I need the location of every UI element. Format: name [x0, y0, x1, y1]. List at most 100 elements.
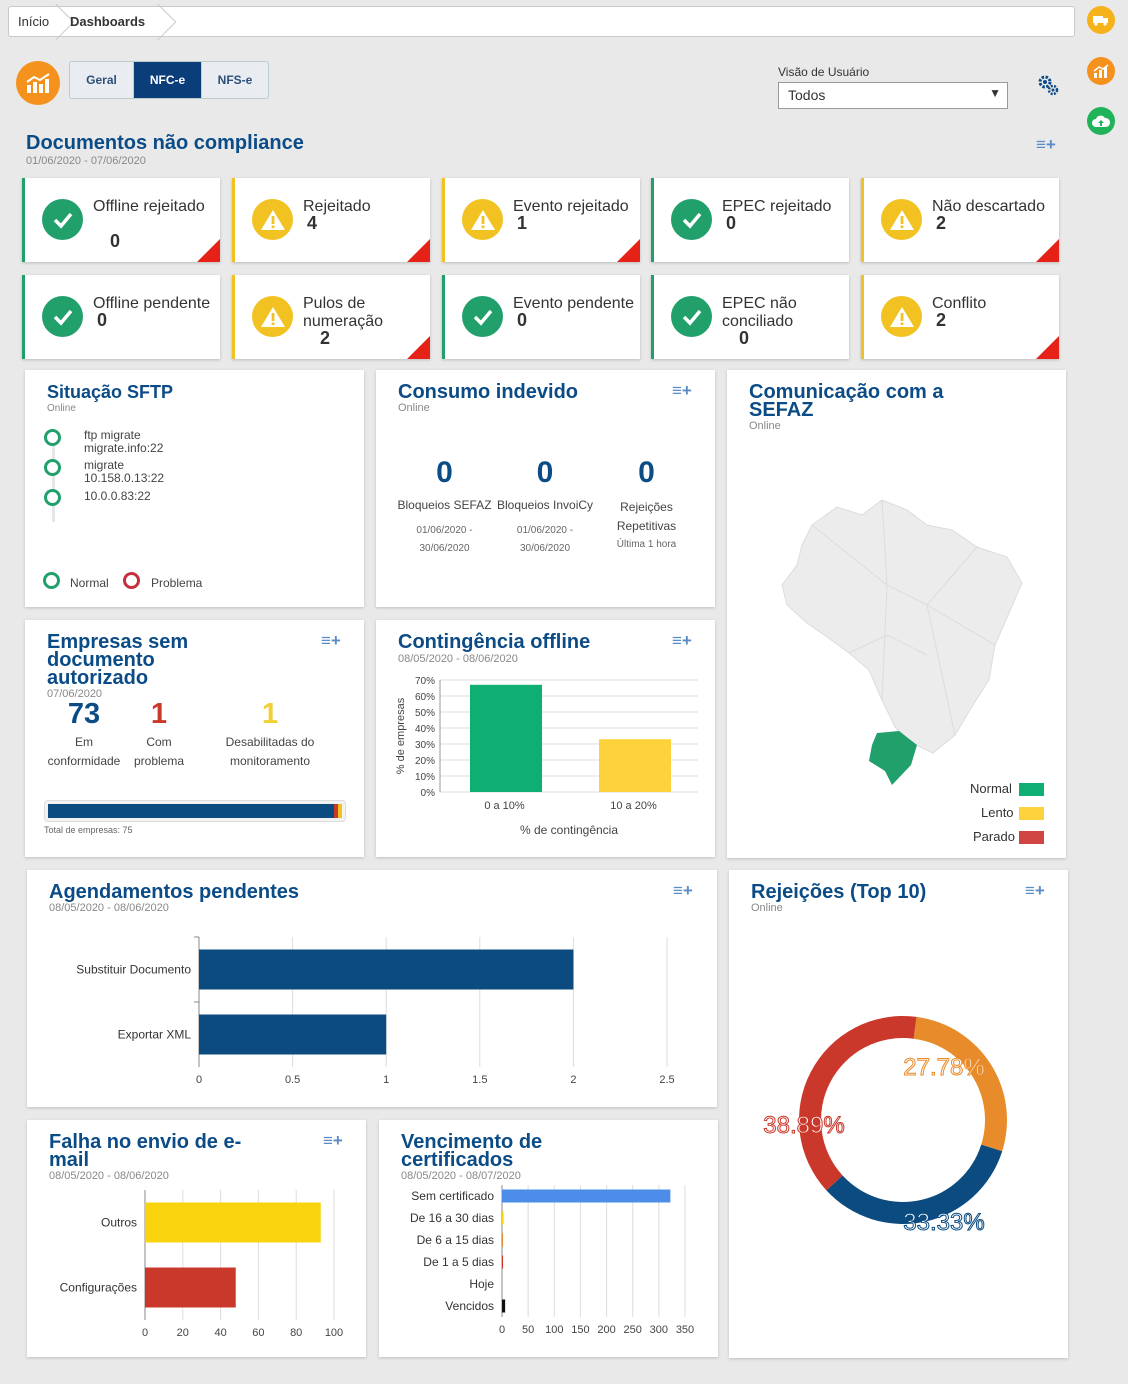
kpi-value: 4	[307, 213, 318, 233]
warning-icon	[252, 199, 293, 240]
bar	[502, 1299, 506, 1313]
sftp-status: Online	[47, 403, 76, 414]
cloud-upload-icon[interactable]	[1087, 107, 1115, 135]
stat-ok-label: conformidade	[47, 754, 121, 768]
sftp-card: Situação SFTP Online ftp migrate migrate.…	[25, 370, 364, 607]
y-tick-label: Configurações	[60, 1281, 137, 1295]
y-tick-label: Hoje	[469, 1277, 494, 1291]
kpi-label: EPEC rejeitado	[722, 198, 832, 215]
kpi-value: 2	[936, 213, 947, 233]
stat-disabled-value: 1	[261, 698, 279, 730]
vencimento-date: 08/05/2020 - 08/07/2020	[401, 1170, 521, 1182]
agendamentos-chart: 0 0.5 1 1.5 2 2.5 Substituir Documento Exportar…	[76, 936, 675, 1086]
falha-title: mail	[49, 1149, 90, 1171]
breadcrumb-current: Dashboards	[70, 14, 146, 29]
x-tick-label: 0	[142, 1327, 148, 1339]
sftp-timeline	[52, 430, 55, 522]
progress-segment-problem	[334, 804, 339, 818]
breadcrumb-home[interactable]: Início	[18, 14, 50, 29]
rejeicoes-card: Rejeições (Top 10) Online ≡+ 27.78% 33.33…	[729, 870, 1068, 1358]
sefaz-title: SEFAZ	[749, 399, 814, 421]
x-tick-label: 0 a 10%	[484, 800, 525, 812]
docs-menu-icon[interactable]: ≡+	[1036, 135, 1056, 154]
kpi-card[interactable]: Offline pendente 0	[22, 275, 220, 359]
y-tick-label: 20%	[415, 756, 435, 767]
stat-disabled-label: monitoramento	[229, 754, 311, 768]
alert-corner	[407, 336, 430, 359]
rejeicoes-menu-icon[interactable]: ≡+	[1025, 881, 1045, 900]
empresas-title: autorizado	[47, 667, 149, 689]
bar	[502, 1255, 504, 1269]
contingencia-menu-icon[interactable]: ≡+	[672, 631, 692, 650]
consumo-status: Online	[398, 402, 430, 414]
sftp-item-host: 10.158.0.13:22	[84, 471, 165, 485]
bar	[145, 1267, 236, 1308]
bar	[599, 739, 671, 792]
kpi-value: 0	[726, 213, 737, 233]
kpi-card[interactable]: Não descartado 2	[861, 178, 1059, 262]
x-tick-label: 2	[570, 1074, 576, 1086]
bar	[199, 1014, 387, 1055]
breadcrumb: Início Dashboards	[8, 3, 1075, 41]
kpi-card[interactable]: Evento rejeitado 1	[442, 178, 640, 262]
kpi-card[interactable]: EPEC rejeitado 0	[651, 178, 849, 262]
progress-segment-ok	[48, 804, 335, 818]
stat-ok-value: 73	[67, 698, 101, 730]
rejeicoes-status: Online	[751, 902, 783, 914]
kpi-card[interactable]: Rejeitado 4	[232, 178, 430, 262]
y-tick-label: 60%	[415, 692, 435, 703]
y-axis-label: % de empresas	[395, 697, 407, 774]
x-tick-label: 200	[597, 1324, 615, 1336]
legend-slow-label: Lento	[981, 805, 1014, 820]
user-view-label: Visão de Usuário	[778, 65, 870, 79]
status-normal-icon	[44, 429, 61, 446]
docs-date: 01/06/2020 - 07/06/2020	[26, 155, 146, 167]
bar	[470, 684, 542, 792]
x-tick-label: 10 a 20%	[610, 800, 657, 812]
y-tick-label: Outros	[101, 1216, 137, 1230]
tab-nfse[interactable]: NFS-e	[217, 73, 253, 87]
legend-problem-label: Problema	[151, 576, 203, 590]
user-view-select[interactable]: Todos ▼	[778, 82, 1008, 109]
donut-slice	[913, 1016, 1007, 1152]
empresas-menu-icon[interactable]: ≡+	[321, 631, 341, 650]
docs-title: Documentos não compliance	[26, 132, 304, 154]
rejeicoes-title: Rejeições (Top 10)	[751, 881, 927, 903]
x-tick-label: 0	[196, 1074, 202, 1086]
truck-icon[interactable]	[1087, 6, 1115, 34]
x-tick-label: 20	[177, 1327, 189, 1339]
consumo-date: Última 1 hora	[616, 539, 677, 550]
agendamentos-card: Agendamentos pendentes 08/05/2020 - 08/0…	[27, 870, 717, 1107]
falha-menu-icon[interactable]: ≡+	[323, 1131, 343, 1150]
tab-geral[interactable]: Geral	[70, 62, 134, 98]
x-tick-label: 80	[290, 1327, 302, 1339]
gears-icon[interactable]	[1037, 74, 1059, 101]
donut-slice	[826, 1144, 1003, 1224]
kpi-card[interactable]: Conflito 2	[861, 275, 1059, 359]
tab-nfce[interactable]: NFC-e	[134, 62, 202, 98]
warning-icon	[881, 199, 922, 240]
chart-icon[interactable]	[1087, 57, 1115, 85]
consumo-date: 30/06/2020	[519, 543, 571, 554]
companies-progress-bar	[44, 800, 346, 822]
consumo-menu-icon[interactable]: ≡+	[672, 381, 692, 400]
x-tick-label: 250	[624, 1324, 642, 1336]
x-tick-label: 40	[214, 1327, 226, 1339]
kpi-value: 2	[936, 310, 947, 330]
status-normal-icon	[44, 489, 61, 506]
x-tick-label: 60	[252, 1327, 264, 1339]
legend-normal-icon	[43, 572, 60, 589]
user-view-value: Todos	[788, 87, 826, 103]
kpi-card[interactable]: Pulos de numeração 2	[232, 275, 430, 359]
agendamentos-menu-icon[interactable]: ≡+	[673, 881, 693, 900]
kpi-card[interactable]: Offline rejeitado 0	[22, 178, 220, 262]
empresas-title: Empresas sem	[47, 631, 189, 653]
sftp-item-name: ftp migrate	[84, 428, 141, 442]
x-tick-label: 100	[325, 1327, 343, 1339]
kpi-card[interactable]: EPEC não conciliado 0	[651, 275, 849, 359]
consumo-title: Consumo indevido	[398, 381, 578, 403]
kpi-value: 0	[97, 310, 108, 330]
sftp-item-name: 10.0.0.83:22	[84, 489, 151, 503]
kpi-card[interactable]: Evento pendente 0	[442, 275, 640, 359]
y-tick-label: 30%	[415, 740, 435, 751]
